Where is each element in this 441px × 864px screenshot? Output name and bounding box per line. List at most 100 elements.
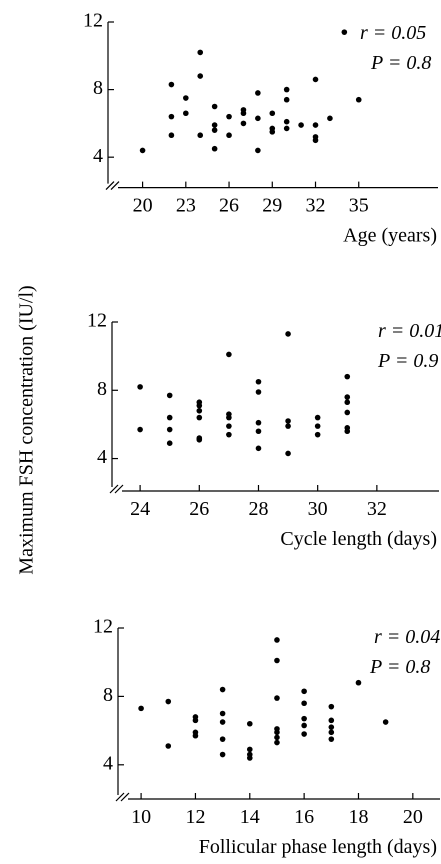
point [246, 755, 253, 761]
point [298, 122, 304, 128]
x-tick-label: 20 [133, 195, 153, 217]
point [328, 729, 335, 736]
point [328, 717, 335, 724]
x-tick-label: 20 [403, 806, 423, 828]
point [312, 137, 319, 144]
point [211, 127, 218, 133]
axis-break [115, 792, 125, 802]
point [219, 710, 226, 717]
point [197, 73, 204, 79]
point [344, 394, 351, 400]
point [328, 736, 335, 742]
point [274, 729, 280, 736]
x-axis-label: Age (years) [343, 225, 437, 247]
point [168, 132, 175, 139]
point [327, 115, 333, 122]
point [255, 115, 261, 122]
axis-break [105, 181, 115, 191]
axis-break [120, 792, 130, 802]
point [382, 719, 389, 725]
point [165, 698, 172, 705]
point [344, 373, 351, 380]
point [301, 731, 307, 737]
point [269, 129, 276, 135]
point [139, 147, 146, 154]
point [344, 399, 351, 406]
x-axis-label: Cycle length (days) [280, 528, 437, 550]
x-tick-label: 14 [240, 806, 260, 828]
point [312, 76, 319, 83]
point [274, 657, 280, 664]
point [246, 746, 253, 753]
point [274, 739, 280, 746]
point [137, 384, 143, 390]
point [196, 402, 203, 409]
point [183, 110, 189, 117]
y-tick-label: 8 [103, 684, 113, 706]
point [314, 431, 321, 438]
x-tick-label: 10 [131, 806, 151, 828]
x-tick-label: 26 [219, 195, 239, 217]
point [166, 414, 173, 421]
point [219, 719, 226, 725]
point [196, 414, 203, 421]
point [285, 450, 291, 457]
annotation: P = 0.9 [377, 350, 438, 372]
point [328, 703, 335, 710]
y-tick-label: 12 [93, 616, 113, 638]
point [255, 389, 262, 395]
point [312, 122, 319, 128]
point [355, 96, 362, 103]
y-tick-label: 8 [93, 77, 103, 99]
y-tick-label: 8 [97, 378, 107, 400]
point [240, 120, 247, 127]
point [301, 722, 307, 729]
axis-break [109, 484, 119, 494]
x-tick-label: 18 [348, 806, 368, 828]
point [219, 736, 226, 742]
y-tick-label: 4 [93, 145, 103, 167]
point [283, 96, 290, 103]
point [226, 414, 232, 421]
x-tick-label: 23 [176, 195, 196, 217]
point [328, 724, 335, 730]
x-tick-label: 32 [367, 498, 387, 520]
y-tick-label: 4 [103, 752, 113, 774]
point [314, 423, 321, 429]
point [219, 751, 226, 758]
annotation: r = 0.01 [378, 320, 441, 342]
point [166, 440, 173, 447]
x-tick-label: 24 [130, 498, 150, 520]
point [226, 132, 232, 139]
point [226, 423, 232, 429]
point [285, 423, 291, 429]
point [226, 113, 232, 120]
point [166, 426, 173, 433]
x-tick-label: 32 [306, 195, 326, 217]
axis-break [114, 484, 124, 494]
point [341, 29, 348, 35]
point [344, 409, 351, 416]
point [274, 695, 280, 701]
point [138, 705, 144, 712]
point [192, 717, 199, 724]
axis-break [110, 181, 120, 191]
point [301, 700, 307, 707]
point [226, 431, 232, 438]
point [269, 110, 276, 117]
y-tick-label: 12 [87, 310, 107, 332]
point [301, 688, 307, 695]
point [211, 122, 218, 128]
point [285, 331, 291, 337]
point [285, 418, 291, 424]
point [226, 351, 232, 358]
point [196, 436, 203, 443]
x-tick-label: 12 [185, 806, 205, 828]
point [255, 90, 261, 96]
point [168, 113, 175, 120]
x-tick-label: 16 [294, 806, 314, 828]
point [211, 103, 218, 110]
point [255, 428, 262, 435]
x-axis-label: Follicular phase length (days) [199, 836, 437, 858]
x-tick-label: 28 [248, 498, 268, 520]
